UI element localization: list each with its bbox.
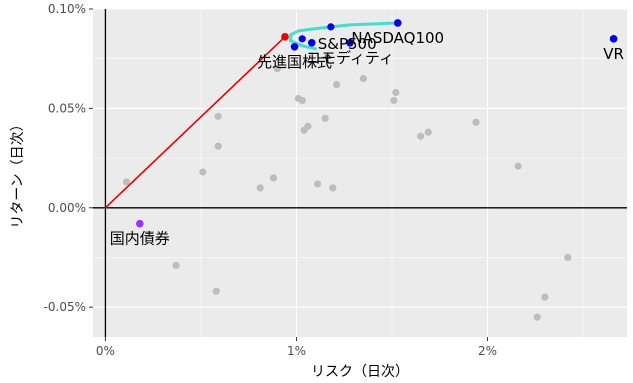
asset-point	[313, 180, 322, 188]
lines	[104, 21, 400, 209]
asset-point	[390, 96, 398, 105]
portfolio-point	[298, 35, 306, 43]
asset-point	[304, 122, 312, 130]
asset-point	[359, 74, 367, 83]
asset-point	[273, 65, 281, 73]
asset-point	[541, 293, 549, 301]
labeled-asset-point	[307, 38, 316, 47]
asset-point	[564, 253, 572, 262]
asset-point	[212, 287, 220, 295]
y-tick-label: 0.10%	[48, 2, 86, 16]
labeled-asset-point	[609, 35, 618, 43]
point-label: NASDAQ100	[351, 29, 444, 47]
point-label: 先進国株式	[257, 53, 332, 71]
asset-point	[424, 128, 432, 136]
highlight-points	[136, 19, 618, 228]
asset-point	[122, 178, 131, 186]
efficient-frontier-line	[289, 21, 400, 43]
asset-point	[172, 261, 180, 270]
tangent-portfolio-point	[281, 33, 289, 41]
labeled-asset-point	[290, 42, 299, 51]
plot-panel	[93, 9, 627, 337]
x-axis-title: リスク（日次）	[311, 364, 409, 380]
zero-axes	[93, 9, 627, 337]
asset-point	[269, 174, 278, 182]
y-axis-title: リターン（日次）	[10, 117, 26, 228]
labeled-asset-point	[346, 38, 354, 47]
asset-point	[214, 112, 222, 120]
asset-point	[514, 162, 522, 170]
asset-point	[199, 168, 207, 176]
asset-point	[298, 96, 306, 105]
background-points	[122, 65, 572, 321]
x-tick-label: 1%	[287, 344, 306, 358]
point-label: 国内債券	[110, 230, 170, 248]
asset-point	[472, 118, 480, 126]
asset-point	[321, 114, 329, 122]
asset-point	[332, 80, 341, 89]
efficient-frontier-lower-branch	[289, 39, 318, 51]
point-label: コモディティ	[306, 49, 394, 67]
asset-point	[417, 132, 425, 140]
labeled-asset-point	[393, 19, 402, 27]
portfolio-point	[327, 23, 335, 31]
asset-point	[329, 184, 337, 192]
tick-labels: 0% 1% 2% -0.05% 0.00% 0.05% 0.10%	[44, 2, 498, 358]
tangent-line	[104, 36, 286, 209]
x-tick-label: 2%	[478, 344, 497, 358]
y-tick-label: 0.00%	[48, 201, 86, 215]
asset-point	[214, 142, 222, 150]
asset-point	[392, 88, 400, 97]
y-tick-label: 0.05%	[48, 101, 86, 115]
point-label: VR	[603, 45, 624, 63]
asset-point	[533, 313, 541, 321]
x-tick-label: 0%	[96, 344, 115, 358]
point-label: S&P500	[318, 35, 377, 53]
labeled-asset-point	[136, 219, 144, 228]
y-tick-label: -0.05%	[44, 300, 86, 314]
asset-point	[256, 184, 264, 192]
